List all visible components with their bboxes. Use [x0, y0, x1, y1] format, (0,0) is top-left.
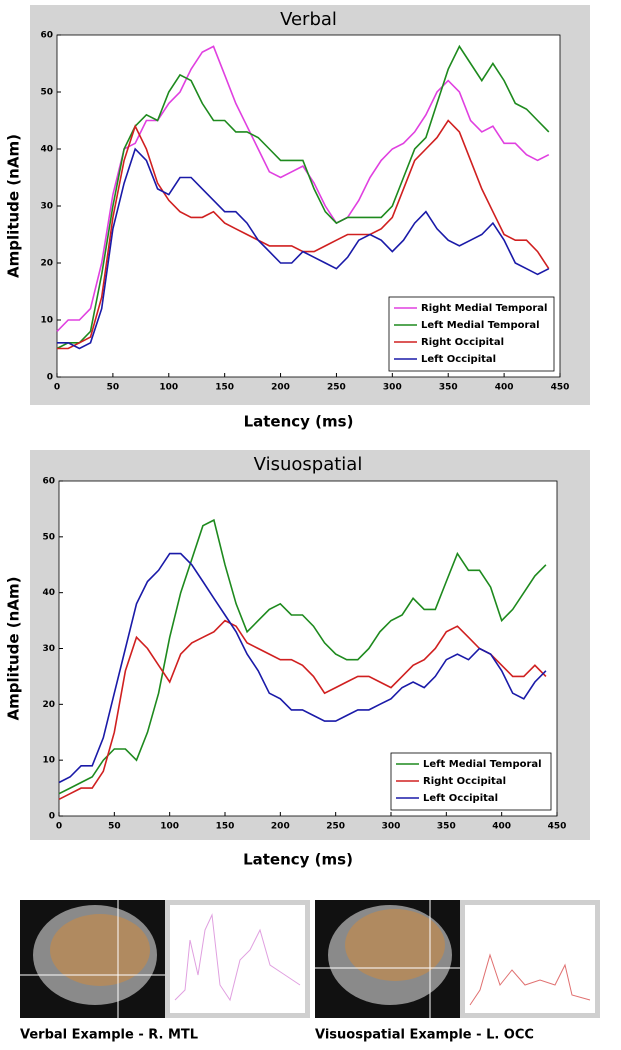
x-tick-label: 50 [108, 822, 121, 832]
x-tick-label: 400 [495, 383, 514, 393]
x-tick-label: 0 [54, 383, 60, 393]
example-panel: Verbal Example - R. MTL [20, 900, 310, 1043]
x-tick-label: 200 [271, 822, 290, 832]
line-series [56, 45, 550, 332]
y-tick-label: 10 [40, 316, 53, 326]
x-tick-label: 100 [159, 383, 178, 393]
y-tick-label: 50 [42, 532, 55, 542]
x-tick-label: 200 [271, 383, 290, 393]
y-tick-label: 0 [47, 373, 53, 383]
mri-brain [50, 914, 150, 986]
y-tick-label: 0 [49, 812, 55, 822]
y-tick-label: 40 [42, 588, 55, 598]
x-axis-label: Latency (ms) [243, 851, 353, 869]
x-tick-label: 250 [327, 383, 346, 393]
line-series [58, 518, 547, 795]
legend-label: Right Medial Temporal [421, 303, 547, 314]
x-tick-label: 250 [326, 822, 345, 832]
example-panel: Visuospatial Example - L. OCC [315, 900, 600, 1043]
example-caption: Verbal Example - R. MTL [20, 1028, 198, 1043]
example-trace [469, 953, 591, 1006]
x-tick-label: 150 [215, 383, 234, 393]
trace-box [170, 905, 305, 1013]
chart-title: Verbal [280, 9, 337, 30]
x-tick-label: 150 [216, 822, 235, 832]
legend-label: Left Occipital [421, 354, 496, 365]
y-axis-label: Amplitude (nAm) [5, 134, 23, 278]
y-tick-label: 10 [42, 756, 55, 766]
x-tick-label: 100 [160, 822, 179, 832]
example-trace [174, 913, 301, 1002]
legend-label: Left Occipital [423, 793, 498, 804]
y-tick-label: 20 [42, 700, 55, 710]
x-tick-label: 300 [383, 383, 402, 393]
x-tick-label: 350 [439, 383, 458, 393]
y-tick-label: 60 [42, 477, 55, 487]
y-tick-label: 30 [40, 202, 53, 212]
line-series [58, 552, 547, 784]
x-tick-label: 450 [548, 822, 567, 832]
legend-label: Right Occipital [423, 776, 506, 787]
y-tick-label: 20 [40, 259, 53, 269]
mri-brain [345, 909, 445, 981]
x-tick-label: 300 [382, 822, 401, 832]
y-axis-label: Amplitude (nAm) [5, 577, 23, 721]
y-tick-label: 40 [40, 145, 53, 155]
legend-label: Left Medial Temporal [421, 320, 540, 331]
line-series [57, 147, 550, 350]
x-tick-label: 0 [56, 822, 62, 832]
x-tick-label: 50 [107, 383, 120, 393]
line-series [56, 44, 550, 350]
y-tick-label: 60 [40, 31, 53, 41]
x-tick-label: 350 [437, 822, 456, 832]
x-axis-label: Latency (ms) [244, 413, 354, 431]
chart: Visuospatial Latency (ms) Amplitude (nAm) 0… [5, 450, 590, 869]
line-series [58, 619, 547, 801]
trace-box [465, 905, 595, 1013]
x-tick-label: 400 [492, 822, 511, 832]
legend-label: Right Occipital [421, 337, 504, 348]
x-tick-label: 450 [551, 383, 570, 393]
legend: Right Medial Temporal Left Medial Tempora… [388, 296, 555, 372]
legend-label: Left Medial Temporal [423, 759, 542, 770]
y-tick-label: 30 [42, 644, 55, 654]
y-tick-label: 50 [40, 88, 53, 98]
example-caption: Visuospatial Example - L. OCC [315, 1028, 534, 1043]
chart-title: Visuospatial [254, 454, 363, 475]
legend: Left Medial Temporal Right Occipital Left … [390, 752, 552, 811]
